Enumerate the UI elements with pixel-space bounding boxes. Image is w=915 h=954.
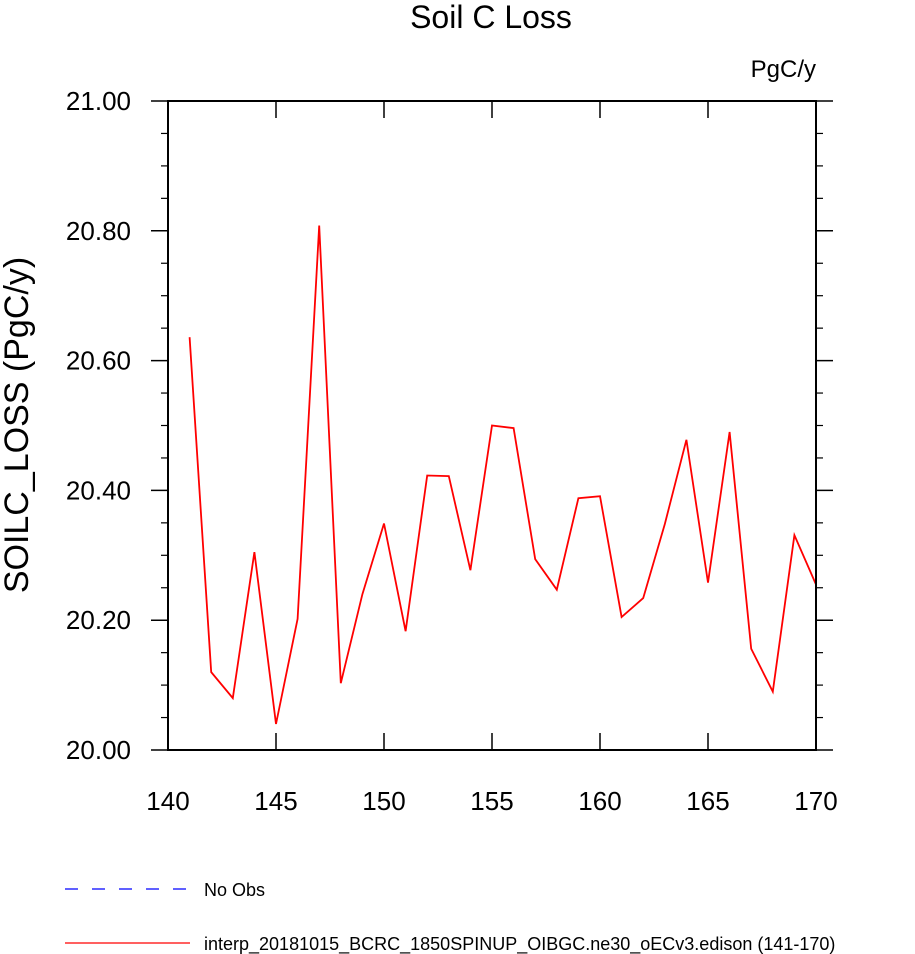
y-tick-label: 20.00 bbox=[66, 735, 131, 765]
x-tick-label: 145 bbox=[254, 786, 297, 816]
y-tick-label: 21.00 bbox=[66, 86, 131, 116]
y-tick-label: 20.20 bbox=[66, 605, 131, 635]
legend-label-no-obs: No Obs bbox=[204, 880, 265, 900]
y-tick-label: 20.40 bbox=[66, 475, 131, 505]
y-axis-ticks bbox=[151, 100, 833, 751]
units-label: PgC/y bbox=[751, 56, 816, 83]
y-tick-label: 20.80 bbox=[66, 216, 131, 246]
x-tick-label: 160 bbox=[578, 786, 621, 816]
x-tick-label: 150 bbox=[362, 786, 405, 816]
x-tick-label: 165 bbox=[686, 786, 729, 816]
chart-title: Soil C Loss bbox=[410, 0, 572, 35]
series-lines bbox=[188, 225, 817, 725]
x-tick-label: 170 bbox=[794, 786, 837, 816]
y-axis-tick-labels: 20.00 20.20 20.40 20.60 20.80 21.00 bbox=[66, 86, 131, 765]
x-tick-label: 140 bbox=[146, 786, 189, 816]
legend: No Obs interp_20181015_BCRC_1850SPINUP_O… bbox=[65, 880, 835, 954]
y-axis-label: SOILC_LOSS (PgC/y) bbox=[0, 257, 36, 593]
y-tick-label: 20.60 bbox=[66, 346, 131, 376]
legend-label-model: interp_20181015_BCRC_1850SPINUP_OIBGC.ne… bbox=[204, 934, 835, 954]
x-axis-tick-labels: 140 145 150 155 160 165 170 bbox=[146, 786, 837, 816]
series-line bbox=[188, 225, 817, 725]
x-tick-label: 155 bbox=[470, 786, 513, 816]
plot-frame bbox=[167, 100, 817, 751]
